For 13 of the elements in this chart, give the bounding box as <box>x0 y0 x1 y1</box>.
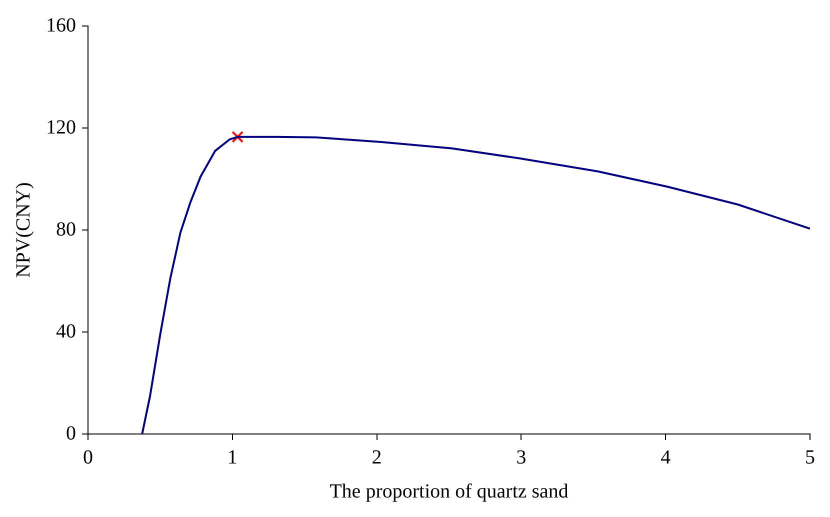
x-tick-label: 0 <box>83 446 93 468</box>
y-tick-label: 120 <box>46 116 76 138</box>
y-tick-label: 0 <box>66 422 76 444</box>
x-tick-label: 1 <box>227 446 238 468</box>
x-tick-label: 4 <box>660 446 671 468</box>
x-tick-label: 5 <box>805 446 815 468</box>
y-axis-title: NPV(CNY) <box>12 182 34 278</box>
y-tick-label: 160 <box>46 14 76 36</box>
x-axis-title: The proportion of quartz sand <box>330 480 568 502</box>
x-tick-label: 3 <box>516 446 526 468</box>
y-tick-label: 80 <box>56 218 76 240</box>
x-tick-label: 2 <box>372 446 382 468</box>
y-tick-label: 40 <box>56 320 76 342</box>
